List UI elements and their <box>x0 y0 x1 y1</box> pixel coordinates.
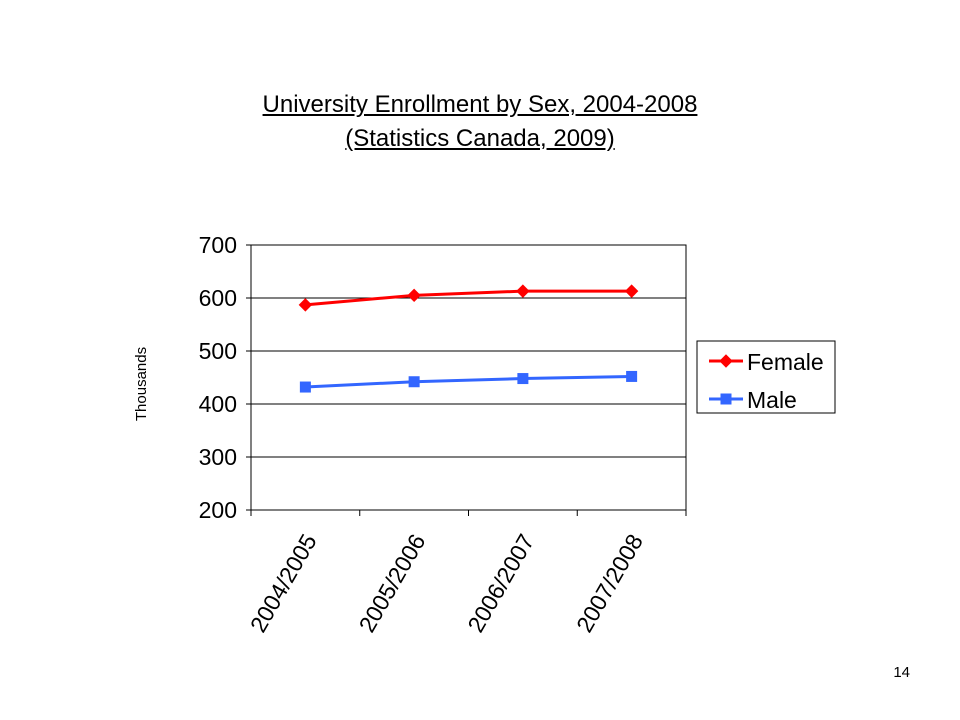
data-point-male <box>517 373 529 385</box>
y-tick-label: 600 <box>199 285 237 311</box>
data-point-female <box>624 284 639 298</box>
legend <box>696 340 836 414</box>
chart-title: University Enrollment by Sex, 2004-2008 … <box>0 88 960 156</box>
x-tick-label: 2005/2006 <box>354 530 431 637</box>
y-axis-label: Thousands <box>133 347 150 421</box>
data-point-male <box>408 376 420 388</box>
legend-marker-male <box>720 393 732 405</box>
series-line-female <box>305 289 632 307</box>
legend-label-male: Male <box>747 387 797 413</box>
x-tick-label: 2004/2005 <box>245 530 322 637</box>
data-point-male <box>626 370 638 382</box>
page-number: 14 <box>893 664 910 681</box>
legend-marker-female <box>719 354 733 368</box>
chart-title-line-2: (Statistics Canada, 2009) <box>345 125 615 152</box>
x-tick-label: 2007/2008 <box>571 530 648 637</box>
data-point-female <box>407 288 421 303</box>
data-point-female <box>516 284 530 298</box>
chart-title-line-1: University Enrollment by Sex, 2004-2008 <box>262 91 698 118</box>
legend-label-female: Female <box>747 349 824 375</box>
y-tick-label: 200 <box>199 497 237 523</box>
y-tick-label: 400 <box>199 391 237 417</box>
x-tick-label: 2006/2007 <box>462 530 539 637</box>
data-point-male <box>299 381 311 393</box>
series-line-male <box>305 374 632 389</box>
y-tick-label: 500 <box>199 338 237 364</box>
data-point-female <box>298 298 313 312</box>
y-tick-label: 300 <box>199 444 237 470</box>
y-tick-label: 700 <box>199 232 237 258</box>
